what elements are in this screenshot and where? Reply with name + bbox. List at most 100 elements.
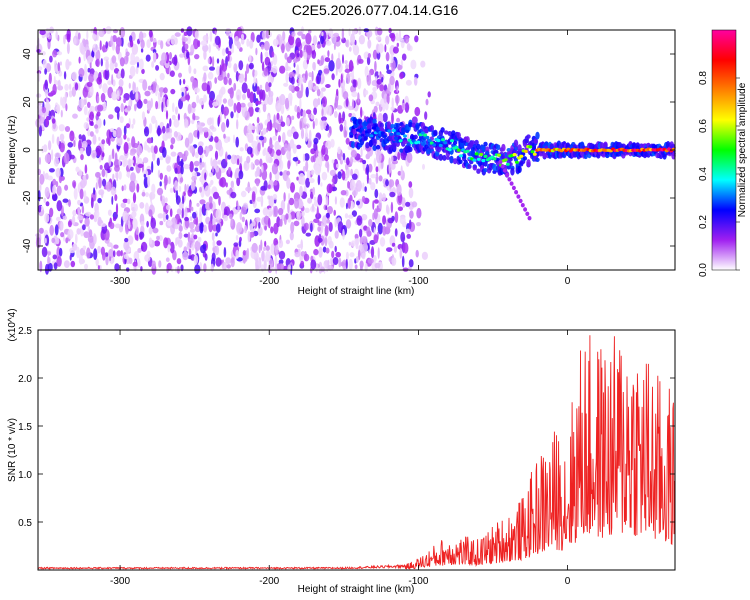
- spectrogram-noise-cell: [270, 226, 274, 234]
- spectrogram-signal-cell: [522, 156, 528, 161]
- spectrogram-noise-cell: [285, 41, 291, 52]
- spectrogram-tail-cell: [500, 164, 505, 169]
- spectrogram-noise-cell: [78, 98, 85, 109]
- spectrogram-noise-cell: [97, 197, 102, 204]
- spectrogram-noise-cell: [390, 155, 394, 163]
- spectrogram-noise-cell: [405, 79, 412, 86]
- spectrogram-noise-cell: [136, 155, 139, 164]
- spectrogram-noise-cell: [134, 104, 137, 112]
- spectrogram-noise-cell: [268, 82, 272, 88]
- spectrogram-noise-cell: [123, 240, 130, 251]
- spectrogram-noise-cell: [71, 86, 77, 97]
- spectrogram-noise-cell: [185, 51, 190, 59]
- spectrogram-noise-cell: [202, 243, 207, 250]
- spectrogram-noise-cell: [246, 88, 251, 99]
- spectrogram-noise-cell: [288, 84, 294, 92]
- spectrogram-noise-cell: [95, 128, 99, 134]
- spectrogram-noise-cell: [109, 61, 115, 71]
- spectrogram-noise-cell: [303, 51, 308, 60]
- spectrogram-noise-cell: [201, 82, 208, 92]
- spectrogram-noise-cell: [47, 262, 53, 272]
- spectrogram-noise-cell: [127, 220, 131, 230]
- spectrogram-noise-cell: [129, 65, 136, 77]
- spectrogram-noise-cell: [207, 57, 211, 64]
- spectrogram-noise-cell: [214, 136, 219, 143]
- spectrogram-noise-cell: [111, 74, 114, 86]
- spectrogram-signal-cell: [513, 139, 519, 148]
- spectrogram-noise-cell: [300, 251, 306, 257]
- spectrogram-noise-cell: [310, 222, 313, 233]
- spectrogram-noise-cell: [247, 133, 254, 144]
- spectrogram-noise-cell: [162, 147, 167, 158]
- spectrogram-noise-cell: [312, 35, 318, 46]
- spectrogram-noise-cell: [258, 109, 261, 114]
- spectrogram-noise-cell: [385, 179, 389, 187]
- spectrogram-noise-cell: [236, 176, 241, 187]
- spectrogram-noise-cell: [202, 204, 205, 214]
- spectrogram-noise-cell: [334, 230, 339, 239]
- spectrogram-noise-cell: [112, 79, 116, 87]
- spectrogram-noise-cell: [267, 195, 271, 200]
- spectrogram-noise-cell: [210, 157, 213, 167]
- spectrogram-noise-cell: [152, 52, 157, 63]
- spectrogram-noise-cell: [108, 248, 114, 259]
- spectrogram-noise-cell: [186, 241, 191, 251]
- spectrogram-noise-cell: [237, 158, 240, 166]
- spectrogram-noise-cell: [210, 179, 214, 185]
- snr-y-label: SNR (10 * v/v): [7, 418, 18, 482]
- spectrogram-signal-core: [353, 125, 358, 129]
- spectrogram-noise-cell: [348, 113, 353, 118]
- spectrogram-noise-cell: [130, 172, 136, 183]
- spectrogram-noise-cell: [182, 251, 189, 261]
- spectrogram-noise-cell: [353, 44, 360, 56]
- spectrogram-noise-cell: [317, 59, 320, 65]
- spectrogram-noise-cell: [78, 169, 83, 177]
- spectrogram-noise-cell: [227, 72, 230, 79]
- spectrogram-noise-cell: [366, 75, 372, 86]
- spectrogram-noise-cell: [391, 97, 394, 109]
- spectrogram-noise-cell: [370, 174, 377, 179]
- spectrogram-noise-cell: [258, 221, 261, 229]
- spectrogram-noise-cell: [211, 232, 215, 241]
- spectrogram-noise-cell: [408, 259, 414, 268]
- spectrogram-tail-cell: [516, 194, 521, 199]
- spectrogram-noise-cell: [331, 178, 335, 183]
- spectrogram-noise-cell: [112, 35, 117, 43]
- spectrogram-noise-cell: [259, 158, 263, 167]
- snr-panel: -300 -200 -100 0 0.5 1.0 1.5 2.0 2.5 Height of …: [7, 308, 676, 595]
- spectrogram-noise-cell: [244, 224, 247, 234]
- spectrogram-noise-cell: [184, 118, 188, 128]
- spectrogram-noise-cell: [48, 168, 55, 173]
- spectrogram-noise-cell: [342, 111, 346, 122]
- spectrogram-noise-cell: [311, 70, 314, 82]
- spectrogram-noise-cell: [351, 210, 357, 217]
- spectrogram-signal-cell: [460, 138, 465, 144]
- spectrogram-noise-cell: [253, 75, 256, 87]
- spectrogram-noise-cell: [159, 181, 162, 187]
- spectrogram-noise-cell: [197, 40, 201, 48]
- spectrogram-noise-cell: [345, 72, 351, 84]
- spectrogram-noise-cell: [229, 32, 233, 38]
- spectrogram-noise-cell: [339, 124, 344, 132]
- spectrogram-signal-core: [423, 133, 428, 137]
- spectrogram-noise-cell: [368, 219, 373, 227]
- spectrogram-noise-cell: [261, 250, 265, 262]
- spectrogram-noise-cell: [258, 244, 261, 254]
- spectrogram-noise-cell: [372, 86, 377, 92]
- spectrogram-noise-cell: [312, 98, 319, 108]
- spectrogram-signal-core: [523, 149, 528, 153]
- spectrogram-noise-cell: [41, 246, 48, 258]
- spectrogram-noise-cell: [327, 206, 333, 215]
- spectrogram-noise-cell: [132, 81, 135, 93]
- spectrogram-noise-cell: [157, 169, 161, 178]
- spectrogram-noise-cell: [345, 63, 349, 70]
- spectrogram-noise-cell: [189, 145, 195, 154]
- spectrogram-signal-core: [479, 152, 484, 157]
- spectrogram-noise-cell: [387, 83, 391, 92]
- spectrogram-noise-cell: [129, 213, 136, 220]
- spectrogram-noise-cell: [230, 180, 234, 188]
- spectrogram-noise-cell: [332, 257, 339, 265]
- spectrogram-noise-cell: [375, 166, 379, 173]
- spectrogram-signal-cell: [470, 140, 476, 145]
- spectrogram-noise-cell: [357, 77, 362, 90]
